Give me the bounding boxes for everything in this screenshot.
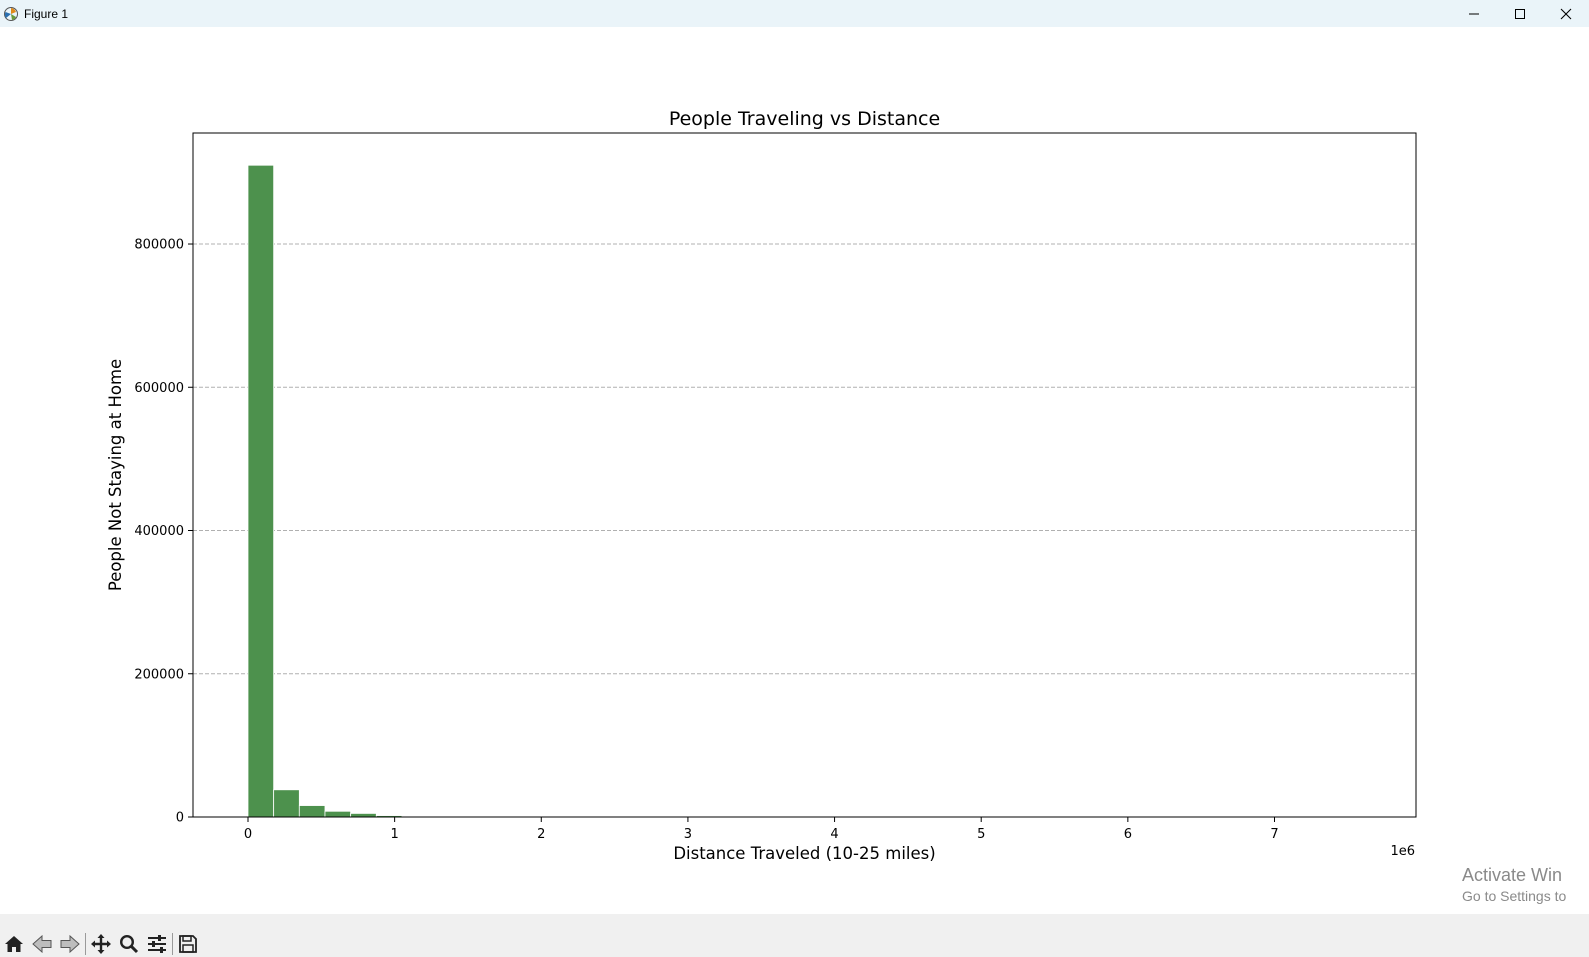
forward-arrow-icon[interactable]: [56, 931, 84, 957]
grid-lines: [193, 243, 1416, 675]
minimize-icon[interactable]: [1451, 0, 1497, 27]
x-tick-label: 0: [244, 827, 252, 842]
y-tick-label: 600000: [134, 381, 184, 396]
chart-title: People Traveling vs Distance: [669, 108, 940, 130]
window-title: Figure 1: [24, 6, 69, 21]
windows-activation-watermark: Activate Win Go to Settings to: [1462, 864, 1566, 906]
histogram-bar: [350, 813, 377, 818]
toolbar-separator: [172, 933, 173, 955]
histogram-bar: [324, 810, 352, 818]
figure-canvas: 0 200000 400000 600000 800000 0 1 2 3 4 5 6 7 People…: [0, 27, 1589, 914]
save-floppy-icon[interactable]: [174, 931, 202, 957]
histogram-bar: [298, 805, 326, 818]
plot-frame: [192, 132, 1417, 818]
histogram-bar: [273, 789, 300, 818]
x-offset-text: 1e6: [1390, 844, 1415, 859]
histogram-bar: [247, 164, 275, 818]
x-tick-label: 3: [684, 827, 692, 842]
y-tick-label: 800000: [134, 238, 184, 253]
x-tick-label: 1: [390, 827, 398, 842]
navigation-toolbar: [0, 914, 1589, 957]
x-tick-label: 7: [1270, 827, 1278, 842]
y-tick-label: 0: [176, 811, 184, 826]
matplotlib-icon: [2, 5, 20, 23]
y-tick-label: 400000: [134, 524, 184, 539]
back-arrow-icon[interactable]: [28, 931, 56, 957]
histogram-bars: [247, 164, 506, 818]
y-axis-label: People Not Staying at Home: [106, 359, 125, 591]
toolbar-separator: [85, 933, 86, 955]
x-tick-label: 6: [1124, 827, 1132, 842]
x-tick-label: 2: [537, 827, 545, 842]
x-tick-label: 5: [977, 827, 985, 842]
axis-ticks: 0 200000 400000 600000 800000 0 1 2 3 4 5 6 7: [134, 238, 1278, 842]
watermark-line-2: Go to Settings to: [1462, 888, 1567, 904]
watermark-line-1: Activate Win: [1462, 865, 1563, 885]
configure-subplots-icon[interactable]: [143, 931, 171, 957]
x-axis-label: Distance Traveled (10-25 miles): [673, 844, 935, 863]
histogram-chart: 0 200000 400000 600000 800000 0 1 2 3 4 5 6 7 People…: [106, 108, 1417, 863]
zoom-magnifier-icon[interactable]: [115, 931, 143, 957]
y-tick-label: 200000: [134, 667, 184, 682]
pan-move-icon[interactable]: [87, 931, 115, 957]
maximize-icon[interactable]: [1497, 0, 1543, 27]
window-titlebar: Figure 1: [0, 0, 1589, 27]
x-tick-label: 4: [830, 827, 838, 842]
close-icon[interactable]: [1543, 0, 1589, 27]
home-icon[interactable]: [0, 931, 28, 957]
